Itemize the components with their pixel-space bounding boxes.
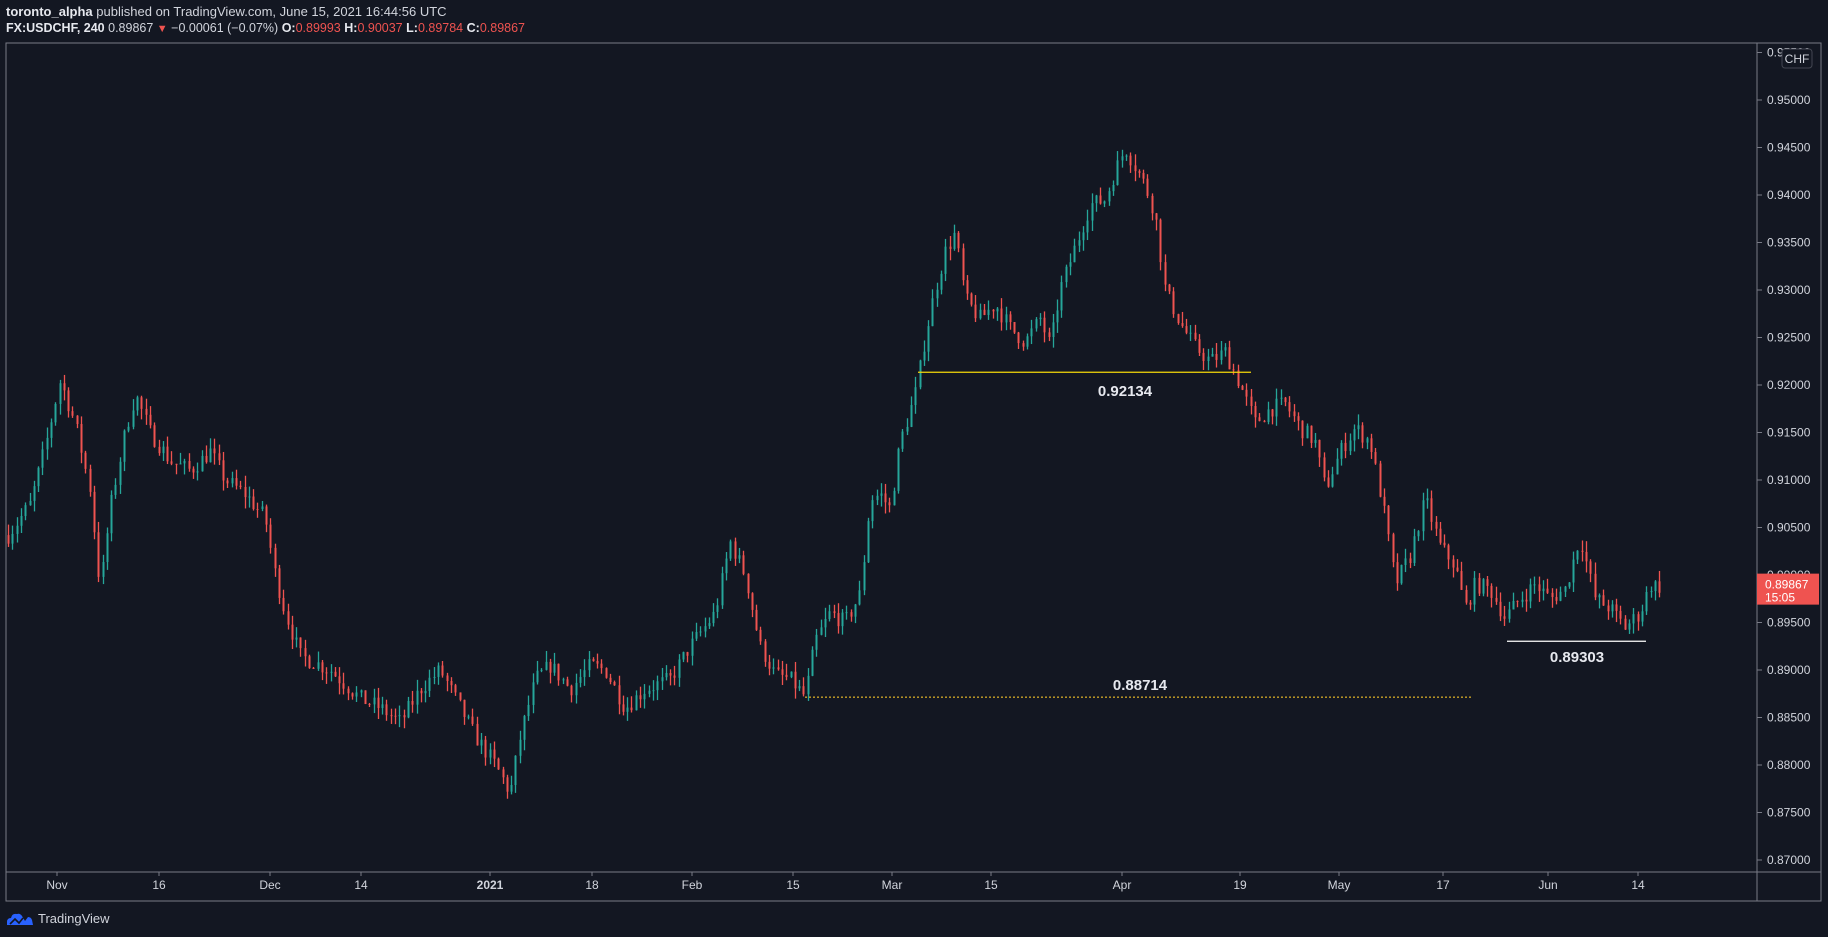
drawing-annotations[interactable]: 0.92134 0.88714 0.89303 — [805, 371, 1646, 698]
tradingview-cloud-icon — [7, 913, 33, 925]
price-tick-label: 0.90500 — [1767, 521, 1811, 535]
time-tick-label: 14 — [1631, 878, 1645, 892]
published-text: published on TradingView.com, June 15, 2… — [96, 4, 447, 19]
chart-frame — [5, 42, 1822, 902]
price-tick-label: 0.87500 — [1767, 806, 1811, 820]
line-price-label: 0.89303 — [1550, 649, 1604, 666]
price-tick-label: 0.92000 — [1767, 378, 1811, 392]
price-tick-label: 0.91500 — [1767, 426, 1811, 440]
price-tick-label: 0.93000 — [1767, 283, 1811, 297]
close-label: C: — [466, 21, 480, 35]
price-tick-label: 0.88000 — [1767, 758, 1811, 772]
time-tick-label: 17 — [1436, 878, 1450, 892]
low-value: 0.89784 — [417, 21, 464, 35]
brand-name: TradingView — [38, 911, 110, 926]
time-tick-label: Feb — [682, 878, 703, 892]
line-price-label: 0.88714 — [1113, 677, 1168, 694]
time-axis[interactable]: Nov 16 Dec 14 2021 18 Feb 15 Mar 15 Apr 19 May 17 Jun 1… — [46, 872, 1645, 892]
high-label: H: — [344, 21, 358, 35]
last-price: 0.89867 — [108, 21, 154, 35]
time-tick-label: Mar — [882, 878, 903, 892]
symbol-name[interactable]: FX:USDCHF, 240 — [6, 21, 105, 35]
price-tick-label: 0.92500 — [1767, 331, 1811, 345]
price-tick-label: 0.89000 — [1767, 663, 1811, 677]
open-value: 0.89993 — [295, 21, 341, 35]
price-change: −0.00061 (−0.07%) — [171, 21, 279, 35]
down-triangle-icon: ▼ — [156, 23, 168, 35]
price-tick-label: 0.91000 — [1767, 473, 1811, 487]
time-tick-label: 2021 — [477, 878, 504, 892]
close-value: 0.89867 — [479, 21, 525, 35]
price-tick-label: 0.88500 — [1767, 711, 1811, 725]
price-tick-label: 0.94500 — [1767, 141, 1811, 155]
open-label: O: — [281, 21, 296, 35]
currency-badge[interactable]: CHF — [1785, 52, 1810, 66]
symbol-legend: FX:USDCHF, 240 0.89867 ▼ −0.00061 (−0.07… — [6, 21, 525, 35]
countdown-timer: 15:05 — [1765, 591, 1795, 605]
time-tick-label: 18 — [585, 878, 599, 892]
time-tick-label: 15 — [984, 878, 998, 892]
price-tick-label: 0.93500 — [1767, 236, 1811, 250]
time-tick-label: 15 — [786, 878, 800, 892]
low-label: L: — [406, 21, 418, 35]
line-price-label: 0.92134 — [1098, 383, 1153, 400]
time-tick-label: Jun — [1538, 878, 1557, 892]
author-name[interactable]: toronto_alpha — [6, 4, 93, 19]
time-tick-label: 14 — [354, 878, 368, 892]
price-tick-label: 0.87000 — [1767, 853, 1811, 867]
price-tick-label: 0.94000 — [1767, 188, 1811, 202]
tradingview-logo[interactable]: TradingView — [6, 911, 110, 926]
publish-info: toronto_alpha published on TradingView.c… — [6, 4, 447, 19]
time-tick-label: Dec — [259, 878, 280, 892]
time-tick-label: 19 — [1233, 878, 1247, 892]
price-axis[interactable]: 0.955000.950000.945000.940000.935000.930… — [1757, 46, 1811, 868]
price-tick-label: 0.95000 — [1767, 93, 1811, 107]
last-price-badge: 0.89867 — [1765, 578, 1809, 592]
high-value: 0.90037 — [357, 21, 403, 35]
time-tick-label: Nov — [46, 878, 67, 892]
time-tick-label: 16 — [152, 878, 166, 892]
time-tick-label: May — [1328, 878, 1351, 892]
time-tick-label: Apr — [1113, 878, 1132, 892]
price-tick-label: 0.89500 — [1767, 616, 1811, 630]
ohlc-bars — [7, 149, 1661, 799]
